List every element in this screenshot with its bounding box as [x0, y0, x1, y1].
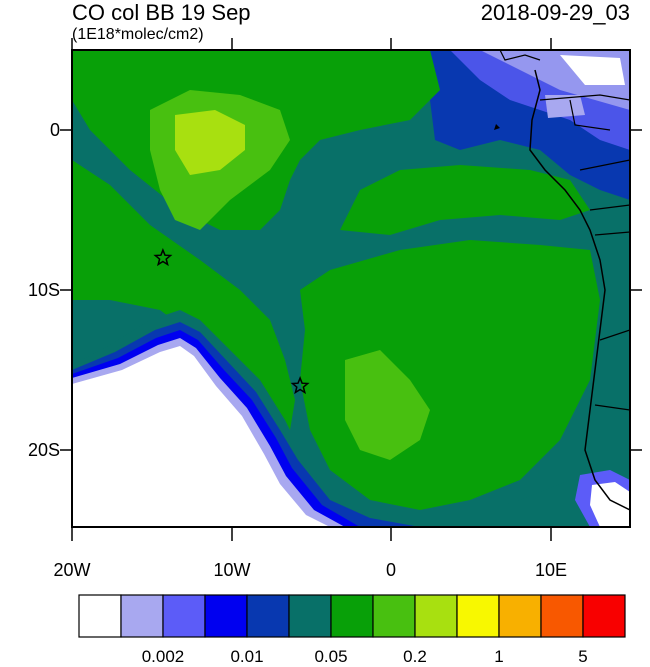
map-timestamp: 2018-09-29_03: [480, 0, 630, 25]
lon-tick-label: 10W: [213, 560, 251, 580]
colorbar-swatch: [120, 594, 164, 638]
markers: [153, 247, 310, 395]
colorbar-label: 0.2: [403, 647, 427, 666]
concentration-field: [72, 50, 630, 527]
colorbar-swatch: [288, 594, 332, 638]
colorbar-swatch: [246, 594, 290, 638]
colorbar-swatch: [372, 594, 416, 638]
lat-tick-label: 0: [49, 120, 60, 140]
lon-tick-label: 0: [385, 560, 396, 580]
colorbar: [78, 594, 626, 638]
colorbar-label: 5: [578, 647, 588, 666]
star-marker-west: [153, 247, 173, 267]
colorbar-swatch: [498, 594, 542, 638]
lat-tick-label: 20S: [27, 440, 60, 460]
colorbar-label: 1: [494, 647, 504, 666]
lon-tick-label: 20W: [53, 560, 91, 580]
colorbar-swatch: [540, 594, 584, 638]
colorbar-swatch: [162, 594, 206, 638]
lon-tick-label: 10E: [534, 560, 568, 580]
colorbar-label: 0.002: [141, 647, 185, 666]
map-title: CO col BB 19 Sep: [72, 0, 251, 25]
colorbar-swatch: [414, 594, 458, 638]
colorbar-label: 0.01: [230, 647, 264, 666]
colorbar-swatch: [78, 594, 122, 638]
star-marker-south: [290, 375, 310, 395]
map-ticks: [60, 38, 642, 541]
colorbar-swatch: [204, 594, 248, 638]
colorbar-swatch: [330, 594, 374, 638]
colorbar-swatch: [456, 594, 500, 638]
lat-tick-label: 10S: [27, 280, 60, 300]
map-units: (1E18*molec/cm2): [72, 26, 204, 43]
map-frame: [71, 49, 631, 528]
colorbar-swatch: [582, 594, 626, 638]
colorbar-label: 0.05: [314, 647, 348, 666]
